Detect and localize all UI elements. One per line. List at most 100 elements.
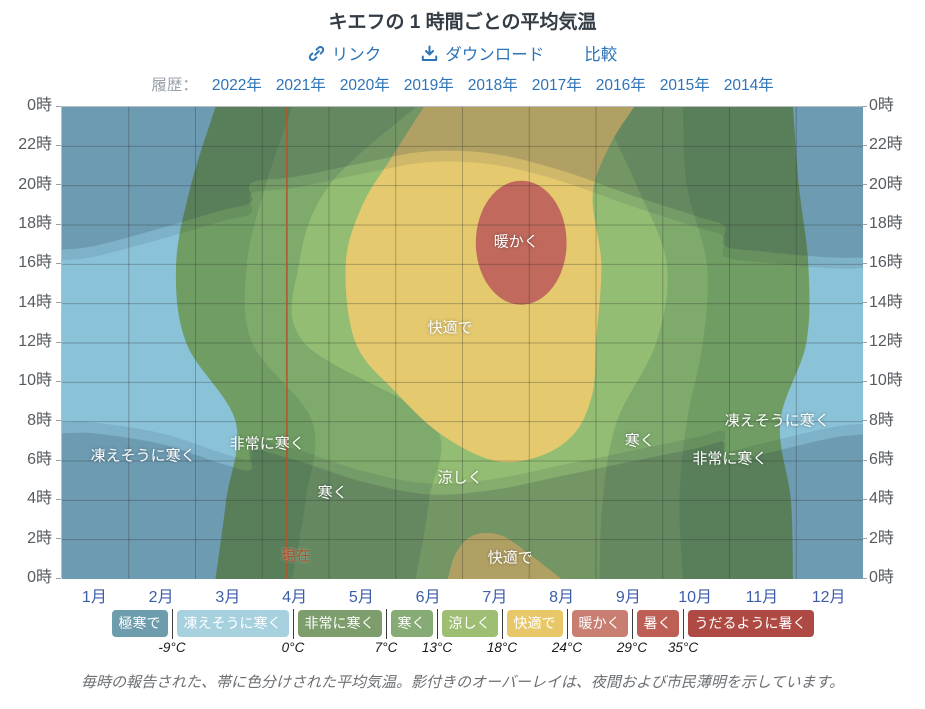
legend-divider: 35°C <box>668 609 698 655</box>
history-year-link[interactable]: 2016年 <box>595 77 646 94</box>
month-label: 2月 <box>148 589 174 606</box>
history-year-link[interactable]: 2021年 <box>275 77 326 94</box>
legend-threshold-temp: -9°C <box>158 640 186 655</box>
hour-label-right: 14時 <box>869 293 903 311</box>
legend-threshold-temp: 0°C <box>281 640 305 655</box>
hour-label-right: 0時 <box>869 97 894 114</box>
legend-band-button[interactable]: うだるように暑く <box>687 610 814 637</box>
plot-area[interactable] <box>61 106 863 579</box>
axis-tick <box>862 380 867 382</box>
history-year-link[interactable]: 2022年 <box>211 77 262 94</box>
chart-caption: 毎時の報告された、帯に色分けされた平均気温。影付きのオーバーレイは、夜間および市… <box>81 674 844 691</box>
hour-label-left: 14時 <box>18 293 52 311</box>
axis-tick <box>862 577 867 579</box>
hour-label-left: 20時 <box>18 175 52 193</box>
hour-label-right: 16時 <box>869 254 903 272</box>
hour-label-left: 8時 <box>27 411 52 429</box>
axis-tick <box>862 302 867 304</box>
month-label: 7月 <box>482 589 508 606</box>
hour-label-right: 6時 <box>869 451 894 468</box>
axis-tick <box>56 184 61 186</box>
axis-tick <box>862 144 867 146</box>
hour-label-left: 10時 <box>18 372 52 390</box>
legend-band-button[interactable]: 凍えそうに寒く <box>176 610 289 637</box>
month-label: 3月 <box>215 589 241 606</box>
legend-divider: 13°C <box>422 609 452 655</box>
hour-label-right: 8時 <box>869 411 894 429</box>
history-label: 履歴： <box>151 77 198 94</box>
hour-label-left: 12時 <box>18 333 52 350</box>
axis-tick <box>862 341 867 343</box>
hour-label-left: 6時 <box>27 451 52 468</box>
axis-tick <box>56 262 61 264</box>
axis-tick <box>56 538 61 540</box>
page-title: キエフの 1 時間ごとの平均気温 <box>328 12 597 33</box>
axis-tick <box>862 538 867 540</box>
contour-plot <box>62 107 863 579</box>
month-label: 11月 <box>745 589 779 606</box>
temperature-chart: 0時 0時 22時 22時 20時 20時 18時 18時 16時 16時 14時 14時 12時 12時… <box>0 97 925 660</box>
hour-label-right: 12時 <box>869 333 903 350</box>
download-button[interactable]: ダウンロード <box>421 41 544 65</box>
legend-threshold-temp: 18°C <box>486 640 518 655</box>
link-button[interactable]: リンク <box>308 41 381 65</box>
axis-tick <box>56 420 61 422</box>
hour-label-right: 0時 <box>869 569 894 586</box>
hour-label-left: 16時 <box>18 254 52 272</box>
legend-threshold-temp: 13°C <box>421 640 453 655</box>
history-year-link[interactable]: 2018年 <box>467 77 518 94</box>
axis-tick <box>56 498 61 500</box>
hour-label-right: 4時 <box>869 490 894 508</box>
legend-band-button[interactable]: 寒く <box>390 610 433 637</box>
legend-threshold-temp: 29°C <box>616 640 648 655</box>
legend-band-button[interactable]: 快適で <box>506 610 563 637</box>
legend-band-button[interactable]: 非常に寒く <box>297 610 382 637</box>
month-label: 8月 <box>549 589 575 606</box>
legend-divider: 29°C <box>617 609 647 655</box>
axis-tick <box>56 341 61 343</box>
hour-label-left: 18時 <box>18 215 52 232</box>
history-year-link[interactable]: 2019年 <box>403 77 454 94</box>
month-label: 4月 <box>282 589 308 606</box>
month-label: 10月 <box>678 589 713 606</box>
history-year-link[interactable]: 2014年 <box>723 77 774 94</box>
hour-label-left: 0時 <box>27 569 52 586</box>
axis-tick <box>56 577 61 579</box>
legend-divider: -9°C <box>158 609 186 655</box>
legend-divider: 7°C <box>375 609 397 655</box>
legend-divider: 24°C <box>552 609 582 655</box>
history-year-link[interactable]: 2020年 <box>339 77 390 94</box>
axis-tick <box>56 223 61 225</box>
month-label: 6月 <box>415 589 441 606</box>
legend-threshold-temp: 24°C <box>551 640 583 655</box>
download-label: ダウンロード <box>445 46 545 64</box>
legend-band-button[interactable]: 極寒で <box>111 610 168 637</box>
axis-tick <box>862 459 867 461</box>
month-label: 5月 <box>348 589 374 606</box>
hour-label-right: 2時 <box>869 529 894 547</box>
download-icon <box>421 45 438 62</box>
legend-band-button[interactable]: 涼しく <box>441 610 498 637</box>
month-label: 9月 <box>615 589 641 606</box>
legend-divider: 0°C <box>282 609 304 655</box>
legend-threshold-temp: 35°C <box>667 640 699 655</box>
hour-label-right: 18時 <box>869 215 903 232</box>
history-year-link[interactable]: 2015年 <box>659 77 710 94</box>
legend-divider: 18°C <box>487 609 517 655</box>
compare-label: 比較 <box>584 46 618 64</box>
temperature-legend: 極寒で -9°C 凍えそうに寒く 0°C 非常に寒く 7°C 寒く 13°C 涼しく 18°C 快適… <box>0 609 925 655</box>
axis-tick <box>56 459 61 461</box>
hour-label-left: 2時 <box>27 529 52 547</box>
axis-tick <box>862 262 867 264</box>
legend-band-button[interactable]: 暖かく <box>571 610 628 637</box>
hour-label-left: 4時 <box>27 490 52 508</box>
legend-band-button[interactable]: 暑く <box>636 610 679 637</box>
month-label: 12月 <box>811 589 846 606</box>
compare-button[interactable]: 比較 <box>584 41 617 65</box>
hour-label-left: 22時 <box>18 136 52 154</box>
axis-tick <box>56 302 61 304</box>
history-year-link[interactable]: 2017年 <box>531 77 582 94</box>
axis-tick <box>56 105 61 107</box>
axis-tick <box>862 223 867 225</box>
legend-threshold-temp: 7°C <box>374 640 398 655</box>
